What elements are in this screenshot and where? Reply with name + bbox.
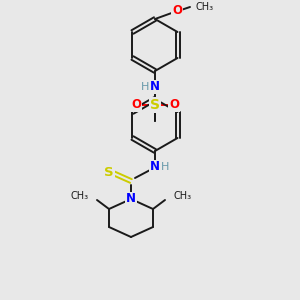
Text: O: O [172, 4, 182, 17]
Text: CH₃: CH₃ [71, 191, 89, 201]
Text: S: S [150, 98, 160, 112]
Text: N: N [150, 160, 160, 173]
Text: CH₃: CH₃ [195, 2, 213, 12]
Text: CH₃: CH₃ [173, 191, 191, 201]
Text: H: H [161, 162, 169, 172]
Text: H: H [141, 82, 149, 92]
Text: S: S [104, 166, 114, 178]
Text: O: O [131, 98, 141, 112]
Text: O: O [169, 98, 179, 112]
Text: N: N [150, 80, 160, 94]
Text: N: N [126, 193, 136, 206]
